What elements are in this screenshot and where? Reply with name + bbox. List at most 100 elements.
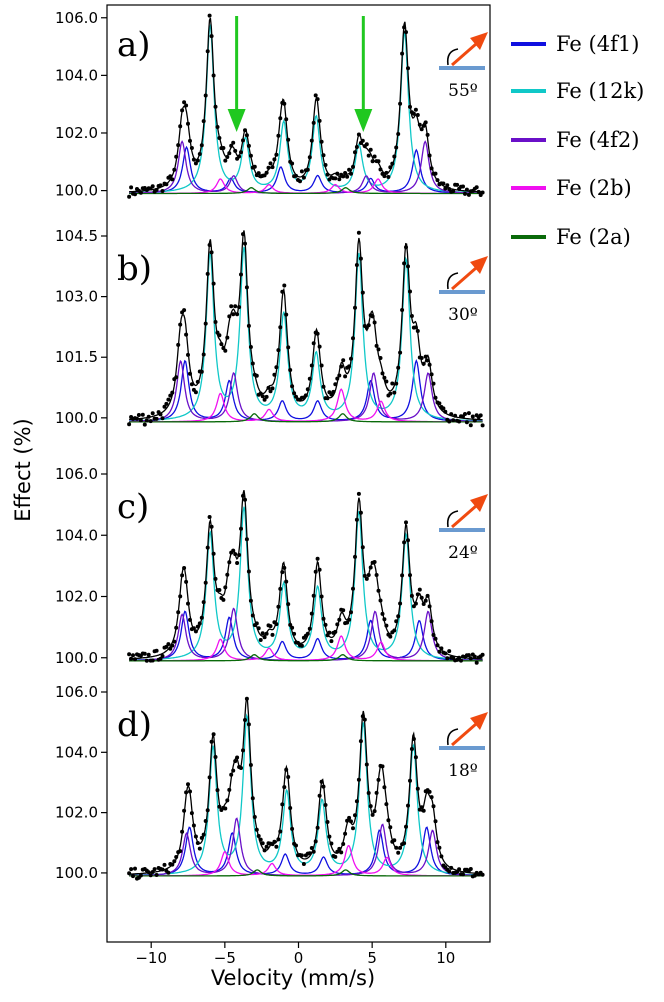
legend-label: Fe (2a): [556, 225, 631, 249]
data-point: [205, 271, 210, 276]
data-point: [464, 187, 469, 192]
data-point: [274, 152, 279, 157]
data-point: [195, 158, 200, 163]
angle-arc-icon: [446, 272, 459, 290]
data-point: [127, 652, 132, 657]
data-point: [427, 604, 432, 609]
data-point: [358, 510, 363, 515]
data-point: [158, 656, 163, 661]
data-point: [189, 382, 194, 387]
data-point: [368, 804, 373, 809]
data-point: [472, 418, 477, 423]
data-point: [213, 320, 218, 324]
data-point: [356, 132, 361, 137]
series-line-fe-4f2-: [129, 817, 483, 877]
data-point: [211, 551, 216, 556]
data-point: [241, 748, 245, 753]
data-point: [162, 404, 167, 409]
data-point: [372, 560, 377, 564]
data-point: [180, 573, 185, 578]
data-point: [225, 798, 230, 803]
data-point: [415, 592, 420, 597]
data-point: [264, 844, 269, 849]
data-point: [189, 811, 194, 816]
data-point: [144, 658, 149, 663]
data-point: [398, 845, 403, 850]
data-point: [382, 617, 387, 622]
data-point: [170, 862, 175, 867]
data-point: [168, 174, 173, 179]
data-point: [288, 806, 293, 810]
data-point: [168, 393, 173, 398]
series-line-fe-4f1-: [129, 826, 483, 877]
data-point: [186, 352, 190, 357]
data-point: [390, 381, 395, 386]
beam-arrowhead-icon: [470, 494, 488, 512]
data-point: [188, 617, 192, 622]
data-point: [164, 182, 169, 187]
data-point: [376, 347, 381, 352]
series-line-fe-4f1-: [129, 358, 483, 423]
data-point: [213, 104, 218, 109]
data-point: [272, 157, 277, 162]
data-point: [409, 747, 414, 751]
data-point: [343, 374, 348, 379]
data-point: [150, 411, 155, 416]
highlight-arrowhead: [354, 109, 373, 132]
y-tick-label: 106.0: [55, 683, 98, 701]
data-point: [205, 545, 210, 550]
data-point: [160, 189, 165, 193]
data-point: [170, 177, 175, 182]
data-point: [127, 194, 132, 199]
data-point: [376, 159, 381, 164]
data-point: [248, 598, 253, 603]
data-point: [419, 805, 424, 810]
data-point: [138, 190, 143, 195]
data-point: [413, 107, 418, 112]
data-point: [437, 649, 442, 654]
data-point: [223, 585, 228, 590]
data-point: [178, 322, 183, 327]
data-point: [394, 619, 399, 624]
data-point: [433, 819, 438, 824]
data-point: [235, 755, 240, 760]
data-point: [138, 873, 143, 878]
data-point: [244, 537, 249, 542]
data-point: [176, 342, 181, 347]
data-point: [174, 855, 179, 859]
data-point: [435, 643, 440, 648]
y-tick-label: 102.0: [55, 804, 98, 822]
data-point: [409, 593, 414, 598]
data-point: [235, 561, 240, 565]
data-point: [201, 600, 206, 605]
data-point: [423, 120, 428, 125]
data-point: [337, 177, 342, 182]
data-point: [282, 283, 287, 288]
data-point: [321, 384, 326, 389]
angle-arc-icon: [446, 48, 459, 66]
data-point: [243, 241, 247, 246]
data-point: [133, 866, 137, 871]
data-point: [195, 624, 200, 629]
panel-label: c): [117, 487, 149, 527]
data-point: [299, 169, 304, 174]
series-line-fe-12k-: [129, 23, 483, 194]
data-point: [402, 25, 407, 30]
data-point: [384, 802, 389, 807]
data-point: [411, 737, 416, 741]
data-point: [294, 173, 298, 178]
data-point: [266, 165, 271, 170]
data-point: [341, 608, 346, 613]
data-point: [445, 656, 450, 661]
data-point: [341, 842, 346, 846]
data-point: [384, 170, 389, 175]
y-tick-label: 103.0: [55, 288, 98, 306]
data-point: [404, 824, 408, 829]
data-point: [433, 636, 438, 641]
data-point: [288, 368, 293, 372]
data-point: [311, 593, 316, 598]
legend: Fe (4f1) Fe (12k) Fe (4f2) Fe (2b) Fe (2a): [511, 32, 644, 249]
data-point: [466, 192, 471, 197]
data-point: [162, 862, 167, 867]
data-point: [264, 394, 269, 399]
